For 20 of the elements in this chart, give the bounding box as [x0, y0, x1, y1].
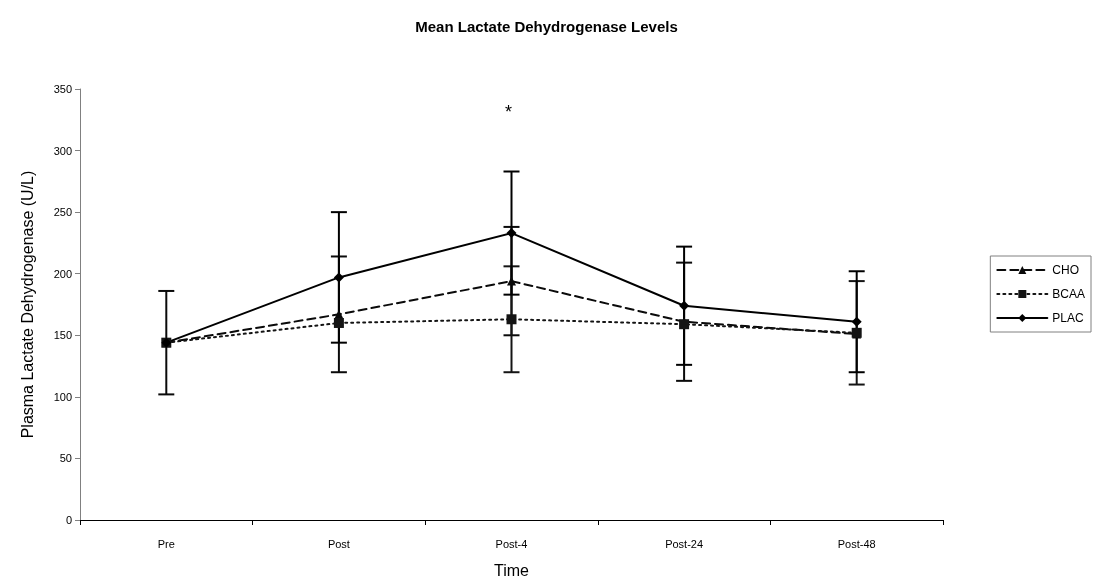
y-tick-label: 0: [65, 514, 72, 526]
annotation: *: [505, 102, 513, 122]
chart-title: Mean Lactate Dehydrogenase Levels: [415, 18, 678, 35]
y-tick-label: 300: [53, 144, 72, 157]
y-tick-label: 350: [53, 83, 72, 95]
legend-label: CHO: [1052, 263, 1079, 277]
y-tick-label: 250: [53, 206, 72, 219]
x-tick-label: Post-4: [495, 537, 528, 550]
y-axis-title: Plasma Lactate Dehydrogenase (U/L): [18, 170, 36, 439]
y-tick-label: 200: [53, 267, 72, 280]
y-tick-label: 50: [59, 452, 72, 465]
x-tick-label: Post-24: [665, 537, 704, 550]
legend-label: BCAA: [1052, 287, 1086, 301]
y-tick-label: 150: [53, 329, 72, 342]
x-tick-label: Post: [327, 537, 350, 550]
x-tick-label: Pre: [157, 537, 175, 550]
x-axis-title: Time: [494, 561, 530, 579]
legend-label: PLAC: [1052, 311, 1084, 325]
x-tick-label: Post-48: [837, 537, 876, 550]
y-tick-label: 100: [53, 390, 72, 403]
